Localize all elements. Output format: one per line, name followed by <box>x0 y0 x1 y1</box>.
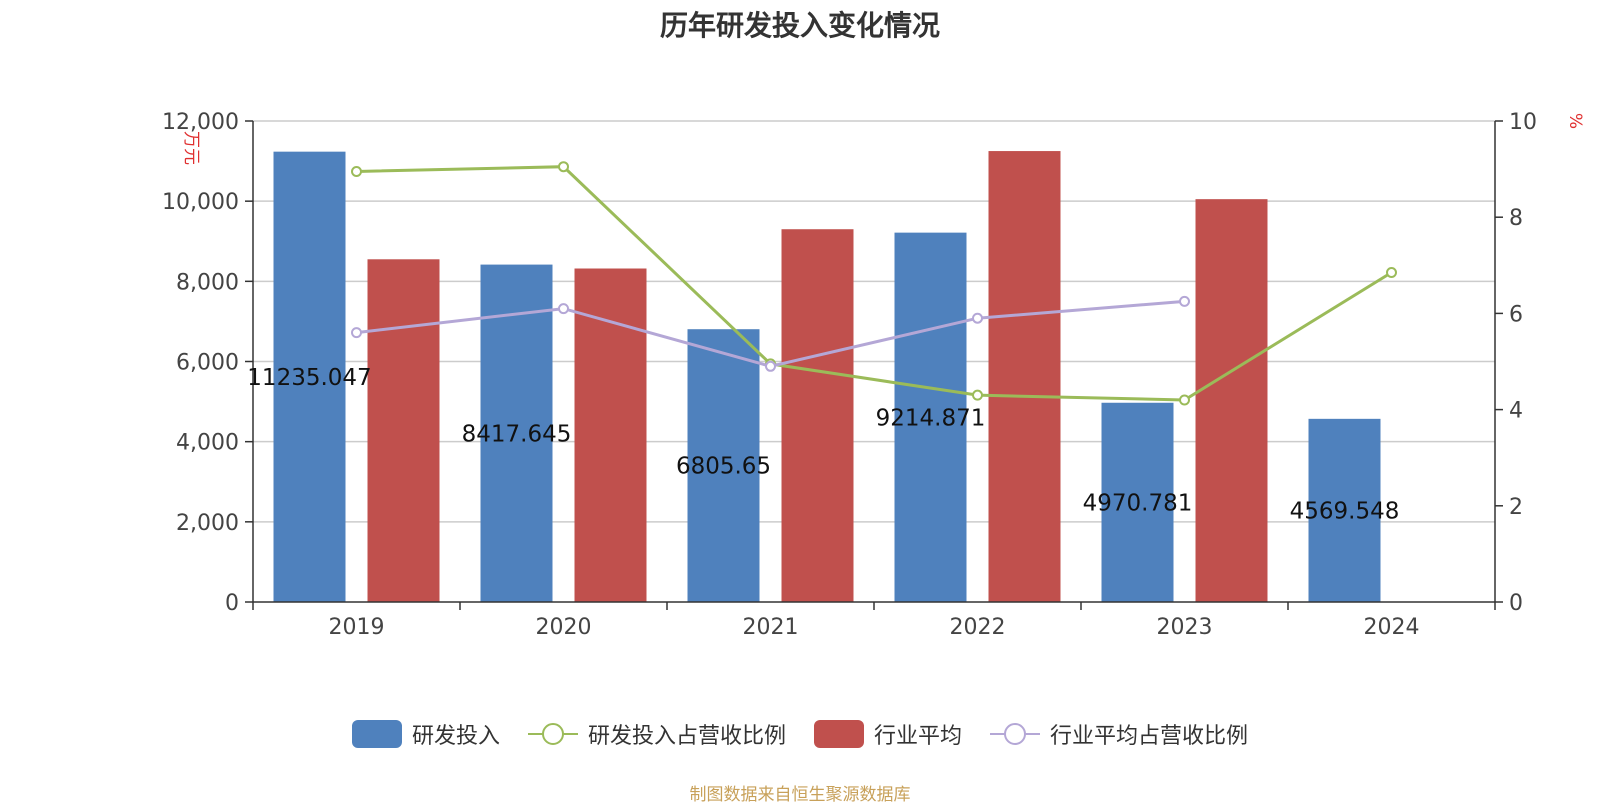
series-point <box>972 312 983 324</box>
x-tick-label: 2019 <box>329 615 385 640</box>
x-tick-label: 2024 <box>1364 615 1420 640</box>
y-right-tick-label: 0 <box>1509 591 1523 616</box>
bar-industry-average <box>574 268 647 602</box>
bar-rd-investment <box>1101 402 1174 602</box>
bar-industry-average <box>988 151 1061 602</box>
chart-title: 历年研发投入变化情况 <box>659 9 940 42</box>
bar-rd-investment <box>894 232 967 602</box>
chart: 0 2,000 4,000 6,000 8,000 10,000 12,000 0 2 4 6 8 10… <box>162 110 1585 640</box>
bar-rd-investment <box>480 264 553 602</box>
y-right-tick-label: 10 <box>1509 110 1537 135</box>
series-point <box>351 166 362 178</box>
data-label: 8417.645 <box>462 421 572 447</box>
y-right-tick-label: 4 <box>1509 399 1523 424</box>
series-point <box>1179 295 1190 307</box>
bar-rd-investment <box>687 329 760 602</box>
legend: 研发投入 研发投入占营收比例 行业平均 行业平均占营收比例 <box>0 718 1600 750</box>
series-point <box>765 360 776 372</box>
bar-rd-investment <box>1308 418 1381 602</box>
legend-item-industry-average[interactable]: 行业平均 <box>814 718 962 750</box>
y-left-tick-label: 12,000 <box>162 110 239 135</box>
x-tick-label: 2023 <box>1157 615 1213 640</box>
y-left-tick-label: 8,000 <box>176 270 239 295</box>
bar-industry-average <box>1195 199 1268 602</box>
series-line-rd-ratio <box>356 165 1393 402</box>
y-right-tick-label: 2 <box>1509 495 1523 520</box>
y-right-tick-label: 6 <box>1509 302 1523 327</box>
y-left-tick-label: 10,000 <box>162 190 239 215</box>
legend-label: 研发投入占营收比例 <box>587 724 786 749</box>
y-left-tick-label: 6,000 <box>176 351 239 376</box>
data-labels: 11235.047 8417.645 6805.65 9214.871 4970.781… <box>247 365 1399 525</box>
source-note: 制图数据来自恒生聚源数据库 <box>689 785 911 805</box>
series-point <box>558 161 569 173</box>
series-point <box>972 389 983 401</box>
series-point <box>558 303 569 315</box>
bar-industry-average <box>781 229 854 602</box>
legend-swatch-bar-red <box>814 720 864 748</box>
series-point <box>1179 394 1190 406</box>
x-tick-label: 2021 <box>743 615 799 640</box>
bar-industry-average <box>367 259 440 602</box>
grid-lines <box>253 120 1495 523</box>
legend-label: 行业平均 <box>874 724 963 749</box>
y-left-tick-label: 4,000 <box>176 431 239 456</box>
y-left-axis-label: 万元 <box>181 131 201 165</box>
bar-rd-investment <box>273 151 346 602</box>
y-left-tick-label: 0 <box>225 591 239 616</box>
legend-label: 行业平均占营收比例 <box>1050 724 1249 749</box>
legend-swatch-bar-blue <box>351 720 402 748</box>
x-tick-label: 2020 <box>536 615 592 640</box>
data-label: 4569.548 <box>1290 498 1400 524</box>
y-right-tick-label: 8 <box>1509 206 1523 231</box>
series-point <box>1386 267 1397 279</box>
axes: 0 2,000 4,000 6,000 8,000 10,000 12,000 0 2 4 6 8 10… <box>162 110 1585 640</box>
legend-swatch-line-green <box>527 723 578 745</box>
series-point <box>351 327 362 339</box>
data-label: 11235.047 <box>247 365 371 391</box>
legend-item-industry-ratio[interactable]: 行业平均占营收比例 <box>990 718 1248 750</box>
legend-label: 研发投入 <box>411 724 500 749</box>
series-lines <box>351 161 1397 406</box>
y-left-tick-label: 2,000 <box>176 511 239 536</box>
bars <box>273 151 1381 602</box>
data-label: 9214.871 <box>876 405 986 431</box>
data-label: 6805.65 <box>676 454 771 480</box>
legend-swatch-line-purple <box>990 723 1041 745</box>
legend-item-rd-investment[interactable]: 研发投入 <box>351 718 500 750</box>
x-tick-label: 2022 <box>950 615 1006 640</box>
legend-item-rd-ratio[interactable]: 研发投入占营收比例 <box>527 718 786 750</box>
data-label: 4970.781 <box>1083 490 1193 516</box>
y-right-axis-label: % <box>1565 113 1585 129</box>
